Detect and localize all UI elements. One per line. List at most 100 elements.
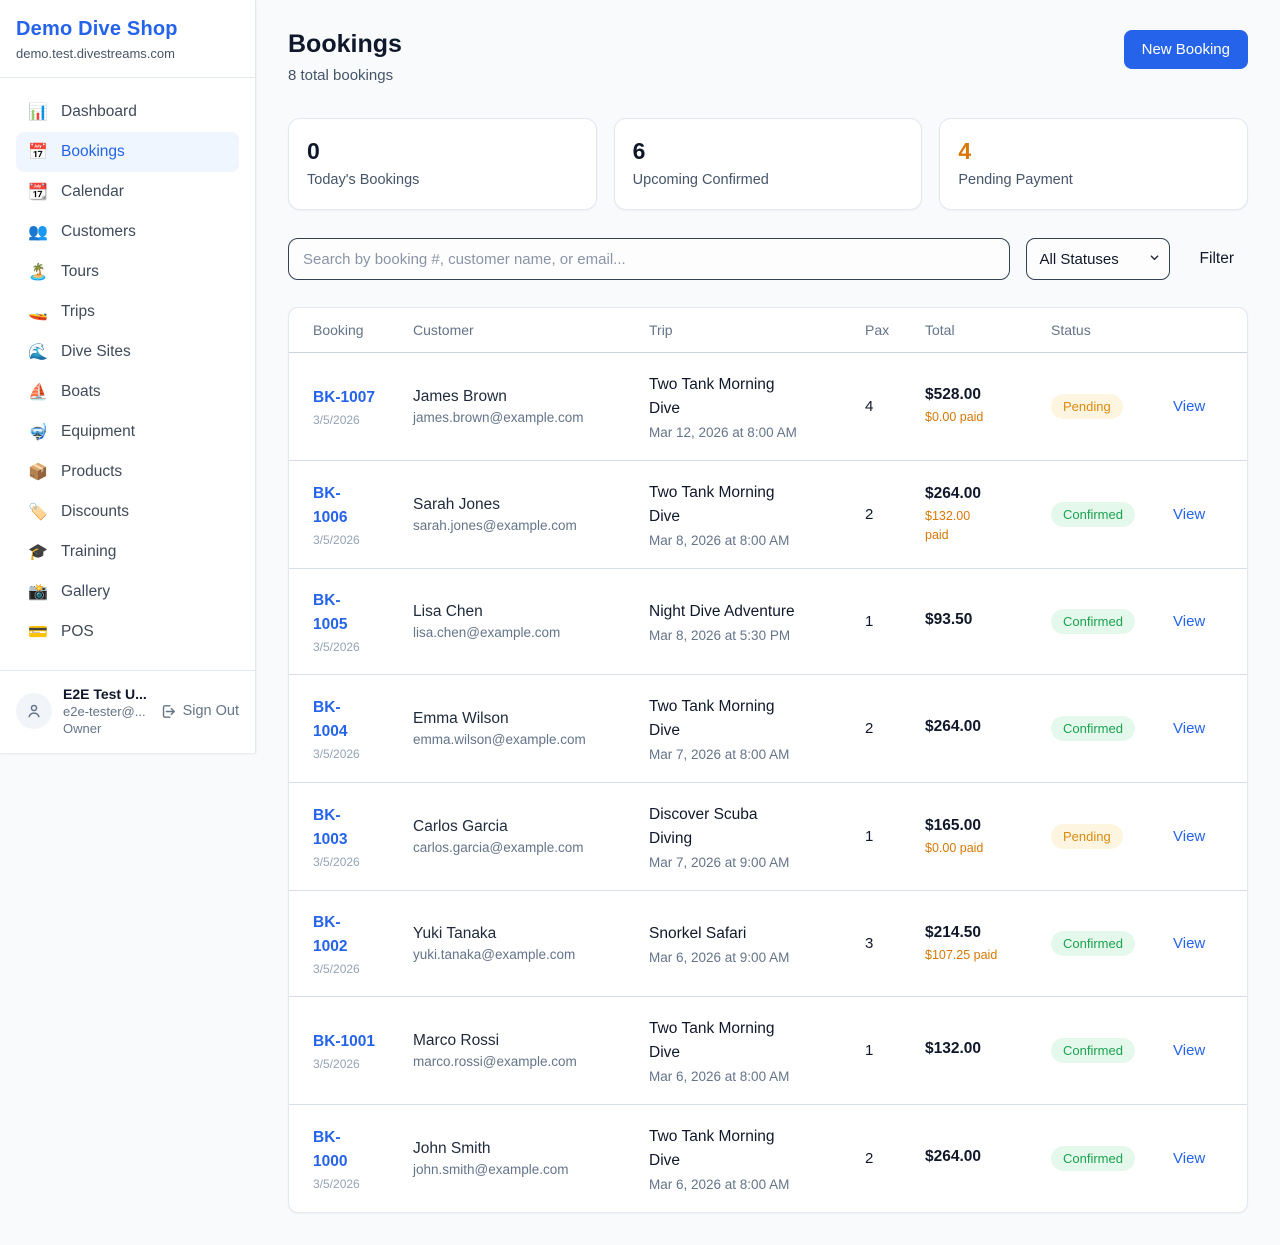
sidebar-item-tours[interactable]: 🏝️ Tours	[16, 252, 239, 292]
dashboard-icon: 📊	[28, 104, 48, 121]
sidebar-item-label: Equipment	[61, 423, 136, 440]
view-link[interactable]: View	[1173, 719, 1206, 737]
stat-label: Pending Payment	[958, 172, 1073, 188]
sidebar-item-discounts[interactable]: 🏷️ Discounts	[16, 492, 239, 532]
sidebar-item-gallery[interactable]: 📸 Gallery	[16, 572, 239, 612]
filter-button[interactable]: Filter	[1186, 244, 1248, 274]
pax-count: 2	[865, 505, 874, 523]
sidebar-item-dive-sites[interactable]: 🌊 Dive Sites	[16, 332, 239, 372]
shop-name[interactable]: Demo Dive Shop	[16, 18, 178, 40]
search-input[interactable]	[288, 238, 1010, 280]
booking-date: 3/5/2026	[313, 855, 360, 870]
view-link[interactable]: View	[1173, 934, 1206, 952]
sidebar-item-label: Dive Sites	[61, 343, 131, 360]
new-booking-button[interactable]: New Booking	[1123, 30, 1248, 69]
package-icon: 📦	[28, 464, 48, 481]
bookings-table-card: Booking Customer Trip Pax Total Status B…	[288, 307, 1248, 1214]
booking-id-link[interactable]: BK- 1002	[313, 914, 348, 956]
people-icon: 👥	[28, 224, 48, 241]
sidebar-item-pos[interactable]: 💳 POS	[16, 612, 239, 652]
sidebar-item-equipment[interactable]: 🤿 Equipment	[16, 412, 239, 452]
view-link[interactable]: View	[1173, 827, 1206, 845]
view-link[interactable]: View	[1173, 1149, 1206, 1167]
sidebar-item-training[interactable]: 🎓 Training	[16, 532, 239, 572]
status-badge: Confirmed	[1051, 931, 1135, 957]
island-icon: 🏝️	[28, 264, 48, 281]
trip-datetime: Mar 12, 2026 at 8:00 AM	[649, 425, 797, 441]
table-row: BK-1007 3/5/2026 James Brown james.brown…	[289, 352, 1247, 462]
total-amount: $264.00	[925, 717, 982, 735]
sidebar-item-customers[interactable]: 👥 Customers	[16, 212, 239, 252]
stat-label: Upcoming Confirmed	[632, 172, 769, 188]
sidebar-item-products[interactable]: 📦 Products	[16, 452, 239, 492]
sidebar-item-dashboard[interactable]: 📊 Dashboard	[16, 92, 239, 132]
booking-id-link[interactable]: BK- 1005	[313, 592, 348, 634]
user-name: E2E Test U...	[63, 686, 147, 702]
sidebar-item-label: Calendar	[61, 183, 124, 200]
trip-datetime: Mar 6, 2026 at 8:00 AM	[649, 1069, 790, 1085]
sidebar-item-calendar[interactable]: 📆 Calendar	[16, 172, 239, 212]
camera-icon: 📸	[28, 584, 48, 601]
customer-email: marco.rossi@example.com	[413, 1054, 577, 1070]
trip-datetime: Mar 8, 2026 at 5:30 PM	[649, 628, 791, 644]
pax-count: 4	[865, 397, 874, 415]
speedboat-icon: 🚤	[28, 304, 48, 321]
sidebar-item-boats[interactable]: ⛵ Boats	[16, 372, 239, 412]
trip-name: Two Tank Morning Dive	[649, 376, 775, 418]
booking-id-link[interactable]: BK- 1004	[313, 699, 348, 741]
view-link[interactable]: View	[1173, 505, 1206, 523]
total-amount: $214.50	[925, 923, 982, 941]
customer-name: Lisa Chen	[413, 603, 483, 621]
view-link[interactable]: View	[1173, 397, 1206, 415]
sign-out-button[interactable]: Sign Out	[160, 703, 239, 720]
calendar-icon: 📅	[28, 144, 48, 161]
sidebar-item-trips[interactable]: 🚤 Trips	[16, 292, 239, 332]
stat-value: 0	[307, 138, 320, 164]
booking-id-link[interactable]: BK- 1006	[313, 485, 348, 527]
total-amount: $165.00	[925, 816, 982, 834]
pax-count: 1	[865, 612, 874, 630]
bookings-table: Booking Customer Trip Pax Total Status B…	[289, 308, 1247, 1212]
col-booking: Booking	[289, 308, 401, 353]
stat-value: 6	[632, 138, 646, 164]
table-row: BK- 1005 3/5/2026 Lisa Chen lisa.chen@ex…	[289, 568, 1247, 676]
pax-count: 2	[865, 1149, 874, 1167]
status-badge: Pending	[1051, 824, 1123, 850]
view-link[interactable]: View	[1173, 1041, 1206, 1059]
shop-domain: demo.test.divestreams.com	[16, 46, 175, 61]
total-amount: $264.00	[925, 485, 982, 503]
trip-datetime: Mar 6, 2026 at 9:00 AM	[649, 950, 790, 966]
user-box: E2E Test U... e2e-tester@... Owner Sign …	[0, 670, 255, 753]
booking-id-link[interactable]: BK-1001	[313, 1033, 376, 1051]
col-pax: Pax	[853, 308, 913, 353]
sidebar-item-bookings[interactable]: 📅 Bookings	[16, 132, 239, 172]
booking-id-link[interactable]: BK- 1003	[313, 807, 348, 849]
view-link[interactable]: View	[1173, 612, 1206, 630]
stat-pending-payment: 4 Pending Payment	[939, 118, 1249, 210]
trip-name: Two Tank Morning Dive	[649, 1128, 775, 1170]
trip-datetime: Mar 8, 2026 at 8:00 AM	[649, 533, 790, 549]
trip-name: Two Tank Morning Dive	[649, 698, 775, 740]
col-trip: Trip	[637, 308, 853, 353]
paid-amount: $0.00 paid	[925, 840, 984, 855]
filter-bar: All Statuses Filter	[288, 238, 1248, 280]
booking-date: 3/5/2026	[313, 1057, 360, 1072]
brand[interactable]: Demo Dive Shop demo.test.divestreams.com	[0, 0, 255, 78]
status-filter-value: All Statuses	[1039, 250, 1119, 268]
customer-name: Marco Rossi	[413, 1032, 500, 1050]
booking-id-link[interactable]: BK-1007	[313, 389, 376, 406]
page-title: Bookings	[288, 30, 402, 58]
stats-cards: 0 Today's Bookings 6 Upcoming Confirmed …	[288, 118, 1249, 210]
col-view	[1161, 308, 1247, 353]
tag-icon: 🏷️	[28, 504, 48, 521]
booking-date: 3/5/2026	[313, 533, 360, 548]
status-filter-select[interactable]: All Statuses	[1025, 238, 1170, 280]
paid-amount: $107.25 paid	[925, 947, 998, 962]
total-amount: $264.00	[925, 1147, 982, 1165]
booking-date: 3/5/2026	[313, 640, 360, 655]
booking-id-link[interactable]: BK- 1000	[313, 1129, 348, 1171]
user-email: e2e-tester@...	[63, 704, 146, 719]
wave-icon: 🌊	[28, 344, 48, 361]
booking-date: 3/5/2026	[313, 747, 360, 762]
sidebar-item-label: Tours	[61, 263, 99, 280]
